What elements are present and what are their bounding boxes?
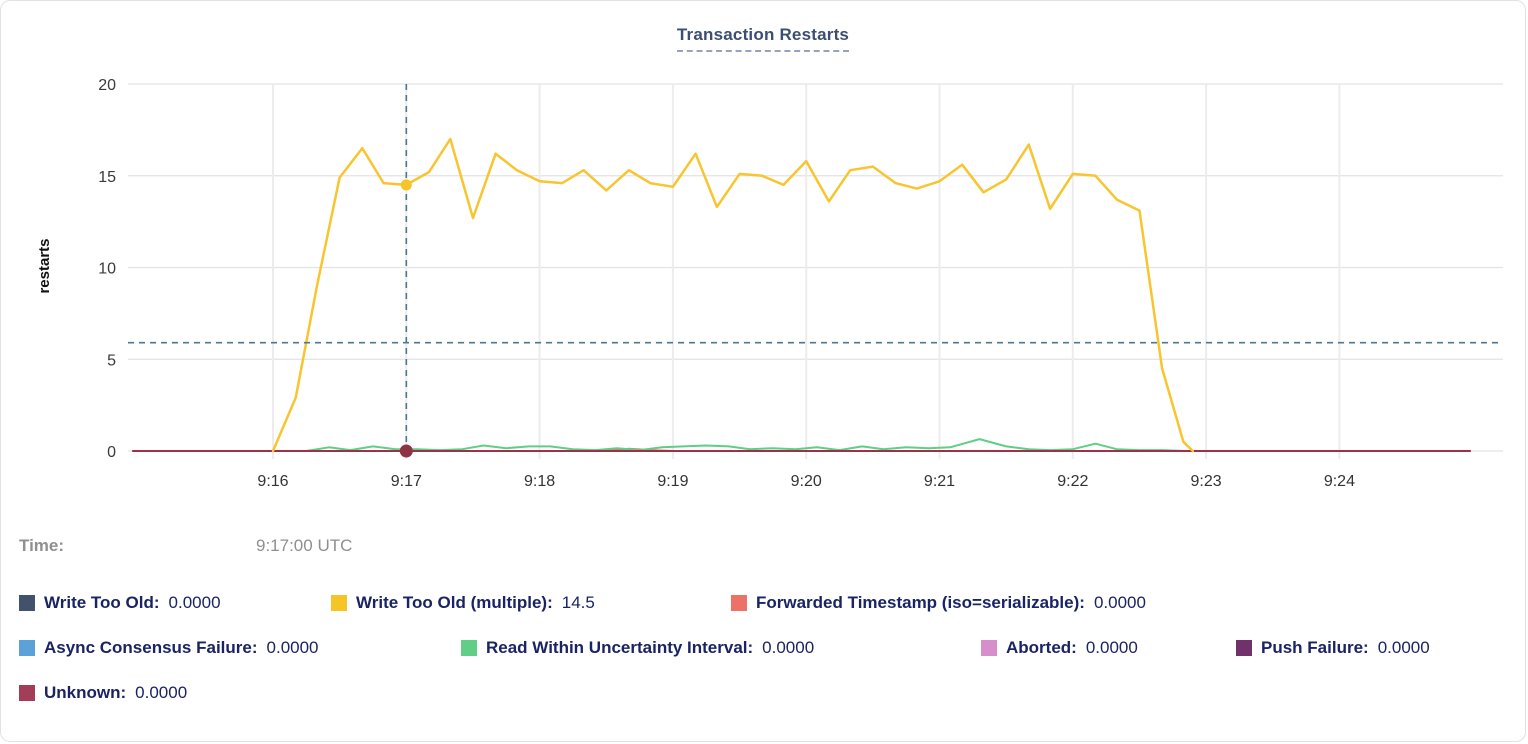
legend-value: 0.0000: [1085, 638, 1138, 657]
chart-title-wrap: Transaction Restarts: [1, 25, 1525, 52]
chart-title[interactable]: Transaction Restarts: [676, 25, 850, 52]
legend-swatch-icon: [19, 685, 35, 701]
legend-item[interactable]: Write Too Old: 0.0000: [19, 593, 331, 613]
legend-value: 14.5: [561, 593, 595, 612]
legend-value: 0.0000: [1377, 638, 1430, 657]
legend-label: Read Within Uncertainty Interval:: [486, 638, 754, 657]
time-value: 9:17:00 UTC: [256, 536, 353, 555]
hover-point-dot: [399, 444, 413, 458]
x-tick-label: 9:19: [657, 473, 688, 490]
x-tick-label: 9:17: [391, 473, 422, 490]
y-tick-label: 15: [98, 169, 116, 186]
legend-value: 0.0000: [168, 593, 221, 612]
series-line: [271, 137, 1195, 453]
x-tick-label: 9:18: [524, 473, 555, 490]
series-line: [305, 438, 1188, 452]
x-tick-label: 9:21: [924, 473, 955, 490]
x-tick-label: 9:24: [1324, 473, 1355, 490]
legend-swatch-icon: [1236, 640, 1252, 656]
legend-swatch-icon: [19, 640, 35, 656]
legend-item[interactable]: Read Within Uncertainty Interval: 0.0000: [461, 638, 981, 658]
y-axis-title: restarts: [36, 238, 53, 293]
legend-item[interactable]: Aborted: 0.0000: [981, 638, 1236, 658]
legend-swatch-icon: [19, 595, 35, 611]
legend-value: 0.0000: [1093, 593, 1146, 612]
legend-label: Push Failure:: [1261, 638, 1369, 657]
x-tick-label: 9:16: [257, 473, 288, 490]
y-tick-label: 10: [98, 261, 116, 278]
line-chart[interactable]: 0 5 10 15 20 9:16 9:17 9:18 9:19 9:20 9:21 9:22 9:23…: [1, 51, 1526, 529]
x-tick-label: 9:22: [1057, 473, 1088, 490]
legend-label: Aborted:: [1006, 638, 1077, 657]
x-tick-label: 9:23: [1191, 473, 1222, 490]
legend-swatch-icon: [981, 640, 997, 656]
legend-row-3: Unknown: 0.0000: [19, 680, 1519, 706]
legend-label: Forwarded Timestamp (iso=serializable):: [756, 593, 1085, 612]
legend-item[interactable]: Async Consensus Failure: 0.0000: [19, 638, 461, 658]
legend-label: Async Consensus Failure:: [44, 638, 258, 657]
y-tick-label: 5: [107, 352, 116, 369]
legend-label: Unknown:: [44, 683, 127, 702]
legend-item[interactable]: Write Too Old (multiple): 14.5: [331, 593, 731, 613]
legend-row-2: Async Consensus Failure: 0.0000 Read Withi…: [19, 635, 1519, 661]
y-tick-label: 20: [98, 77, 116, 94]
legend-item[interactable]: Forwarded Timestamp (iso=serializable): 0…: [731, 593, 1146, 613]
legend-label: Write Too Old (multiple):: [356, 593, 553, 612]
legend-item[interactable]: Push Failure: 0.0000: [1236, 638, 1430, 658]
x-tick-label: 9:20: [791, 473, 822, 490]
legend-label: Write Too Old:: [44, 593, 160, 612]
legend-swatch-icon: [331, 595, 347, 611]
hover-point-dot: [400, 179, 412, 191]
legend-row-1: Write Too Old: 0.0000 Write Too Old (multi…: [19, 590, 1519, 616]
time-label: Time:: [19, 536, 65, 555]
hover-time-readout: Time: 9:17:00 UTC: [19, 533, 1509, 559]
legend-swatch-icon: [461, 640, 477, 656]
legend-value: 0.0000: [266, 638, 319, 657]
y-tick-label: 0: [107, 444, 116, 461]
legend-item[interactable]: Unknown: 0.0000: [19, 683, 187, 703]
legend-swatch-icon: [731, 595, 747, 611]
legend-value: 0.0000: [135, 683, 188, 702]
legend-value: 0.0000: [762, 638, 815, 657]
